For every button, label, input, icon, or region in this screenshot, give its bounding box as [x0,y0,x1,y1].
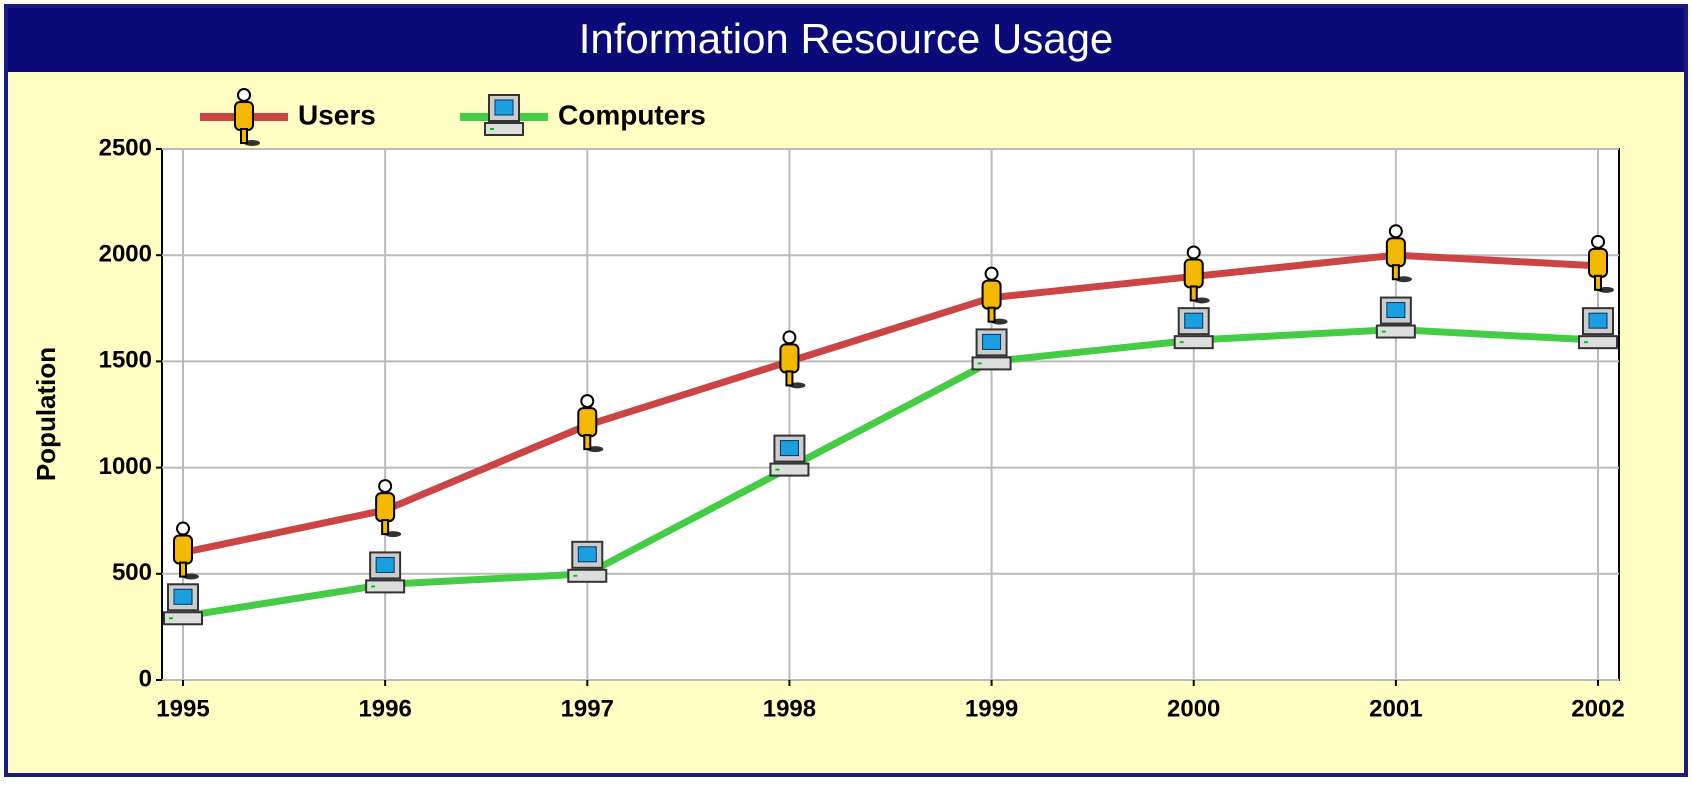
icon-base [769,462,810,477]
icon-base [163,611,203,626]
y-tick-label: 0 [139,665,152,692]
icon-leg [583,434,592,451]
data-point-icon [971,328,1012,371]
legend-label: Computers [558,99,706,130]
x-tick-label: 1996 [358,695,411,722]
y-tick-label: 1500 [99,347,152,374]
x-tick-label: 2001 [1369,695,1422,722]
icon-base [971,356,1012,371]
title-bar [8,8,1684,72]
icon-led [169,617,173,620]
data-point-icon [1375,296,1416,339]
icon-monitor [167,583,199,612]
icon-led [490,128,494,130]
data-point-icon [1588,234,1614,293]
icon-head [782,330,797,345]
x-tick-label: 1997 [561,695,614,722]
icon-base [1173,335,1214,350]
data-point-icon [981,266,1008,325]
icon-leg [179,561,187,578]
icon-screen [494,99,514,116]
legend-label: Users [298,99,376,130]
icon-head [176,521,190,536]
icon-monitor [773,434,806,463]
y-tick-label: 2000 [99,241,152,268]
icon-screen [375,556,395,573]
icon-screen [577,546,597,563]
icon-base [484,122,524,136]
icon-body [1385,237,1406,268]
icon-head [378,479,393,494]
y-tick-label: 500 [112,559,152,586]
icon-leg [381,519,390,536]
x-tick-label: 1999 [965,695,1018,722]
icon-head [237,88,251,102]
icon-led [1179,341,1184,344]
legend-icon [234,88,260,146]
legend-icon [484,94,524,136]
icon-body [779,343,800,374]
icon-body [1588,247,1608,278]
icon-leg [1391,264,1400,281]
data-point-icon [567,540,608,583]
icon-base [365,579,406,594]
chart-title: Information Resource Usage [579,15,1114,62]
icon-leg [240,128,248,144]
data-point-icon [1183,245,1210,304]
y-axis-label: Population [31,347,61,481]
data-point-icon [375,479,402,538]
data-point-icon [1385,224,1412,283]
icon-body [981,279,1002,310]
y-tick-label: 1000 [99,453,152,480]
icon-screen [779,440,799,457]
icon-screen [173,588,193,605]
icon-body [1183,258,1204,289]
data-point-icon [577,394,604,453]
x-tick-label: 2000 [1167,695,1220,722]
icon-head [984,266,999,281]
x-tick-label: 2002 [1571,695,1624,722]
y-tick-label: 2500 [99,134,152,161]
data-point-icon [365,551,406,594]
icon-leg [987,306,996,323]
icon-led [775,468,780,471]
data-point-icon [1578,307,1618,350]
icon-screen [1386,302,1406,319]
icon-leg [785,370,794,387]
series-line [182,326,1599,620]
icon-head [1591,234,1605,249]
icon-led [977,362,982,365]
icon-base [1375,324,1416,339]
icon-led [1584,341,1588,344]
icon-body [375,492,396,523]
icon-body [234,101,254,131]
data-point-icon [163,583,203,626]
icon-led [1381,330,1386,333]
icon-led [573,574,578,577]
x-tick-label: 1998 [763,695,816,722]
icon-head [580,394,595,409]
data-point-icon [769,434,810,477]
icon-screen [1184,312,1204,329]
icon-led [371,585,376,588]
data-point-icon [173,521,199,580]
data-point-icon [1173,307,1214,350]
icon-head [1388,224,1403,239]
x-tick-label: 1995 [156,695,209,722]
icon-leg [1189,285,1198,302]
series-line [182,251,1599,556]
icon-base [1578,335,1618,350]
icon-head [1186,245,1201,260]
icon-leg [1594,274,1602,291]
icon-body [577,407,598,438]
icon-body [173,534,193,565]
icon-base [567,568,608,583]
icon-screen [982,333,1002,350]
icon-screen [1588,312,1608,329]
data-point-icon [779,330,806,389]
